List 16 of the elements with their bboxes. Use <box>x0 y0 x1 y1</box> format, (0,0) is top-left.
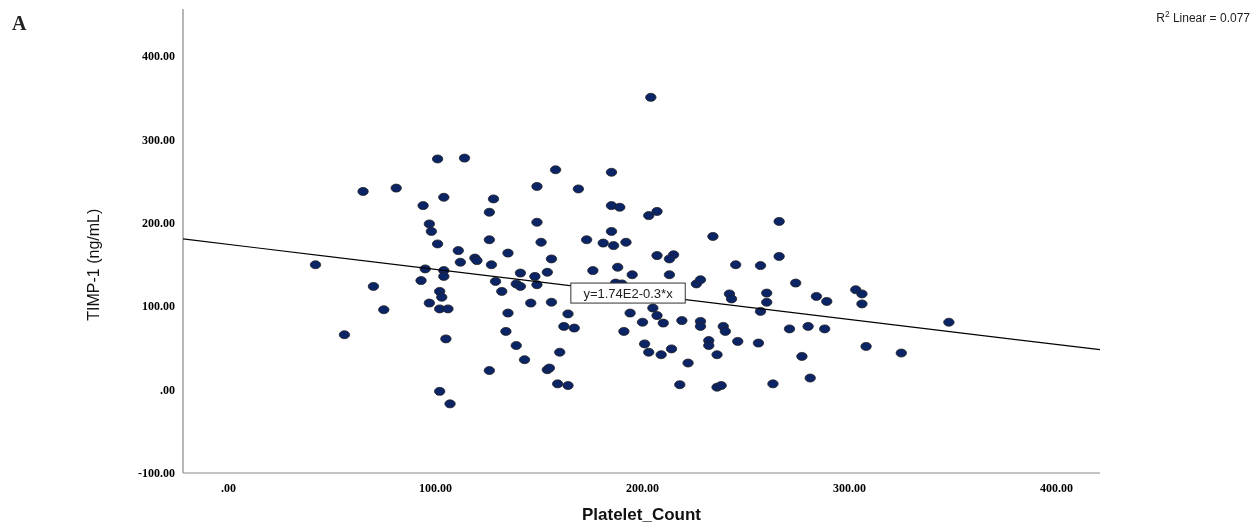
y-tick-label: 400.00 <box>142 49 175 64</box>
x-tick-label: .00 <box>221 481 237 495</box>
x-tick-label: 200.00 <box>626 481 660 495</box>
x-axis-title: Platelet_Count <box>581 505 702 524</box>
y-tick-label: 200.00 <box>142 216 175 231</box>
y-tick-label: 100.00 <box>142 299 175 314</box>
y-tick-label: -100.00 <box>138 466 175 480</box>
x-tick-label: 100.00 <box>419 481 453 495</box>
annotation: y=1.74E2-0.3*x <box>583 286 674 302</box>
y-axis-title: TIMP-1 (ng/mL) <box>85 208 102 321</box>
text: R$^{2}$ Linear = 0.077 <box>1156 9 1251 25</box>
y-tick-label: .00 <box>160 382 175 397</box>
y-tick-label: 300.00 <box>142 132 175 147</box>
text: A <box>12 12 27 34</box>
x-tick-label: 400.00 <box>1040 481 1074 495</box>
x-tick-label: 300.00 <box>833 481 867 495</box>
